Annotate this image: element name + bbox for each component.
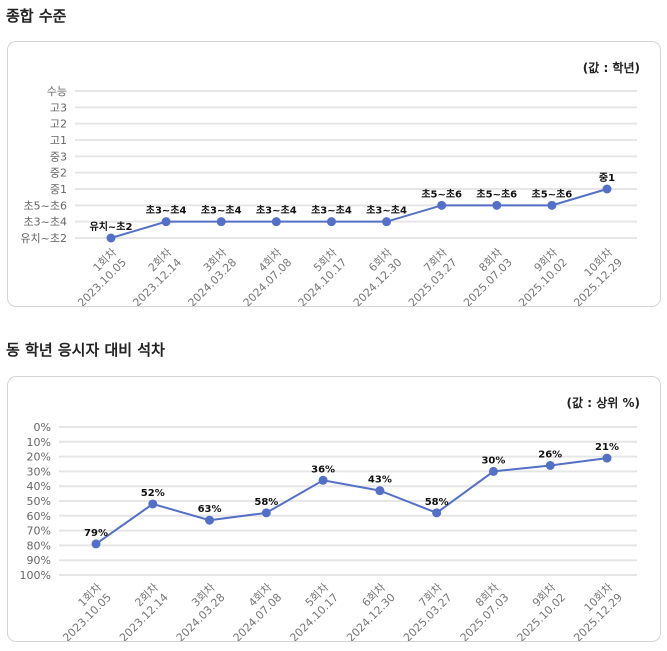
series-line bbox=[110, 188, 608, 239]
data-label: 58% bbox=[254, 497, 278, 508]
data-point bbox=[318, 475, 328, 485]
data-point bbox=[91, 539, 101, 549]
data-point bbox=[161, 217, 171, 227]
chart2-card: (값 : 상위 %) 0% 10% 20% 30% 40% 50% 60% 70% 80% 90%… bbox=[7, 376, 661, 642]
data-point bbox=[375, 486, 385, 496]
y-tick-label: 90% bbox=[27, 554, 51, 567]
data-label: 63% bbox=[198, 504, 222, 515]
y-tick-label: 50% bbox=[27, 495, 51, 508]
y-tick-label: 70% bbox=[27, 525, 51, 538]
data-label: 36% bbox=[311, 464, 335, 475]
data-label: 79% bbox=[84, 528, 108, 539]
y-tick-label: 10% bbox=[27, 436, 51, 449]
data-label: 30% bbox=[481, 455, 505, 466]
y-tick-label: 유치~초2 bbox=[20, 232, 67, 245]
series-line bbox=[95, 457, 608, 545]
y-tick-label: 60% bbox=[27, 510, 51, 523]
data-label: 43% bbox=[368, 475, 392, 486]
data-label: 초3~초4 bbox=[256, 204, 297, 217]
data-point bbox=[326, 217, 336, 227]
chart1-title: 종합 수준 bbox=[6, 7, 67, 25]
chart1-card: (값 : 학년) 유치~초2 초3~초4 초5~초6 중1 중2 중3 고1 고2 고3 수능 유치… bbox=[7, 41, 661, 307]
data-label: 유치~초2 bbox=[90, 220, 133, 233]
data-point bbox=[602, 453, 612, 463]
data-label: 초3~초4 bbox=[201, 204, 242, 217]
data-point bbox=[271, 217, 281, 227]
data-point bbox=[106, 233, 116, 243]
data-point bbox=[205, 515, 215, 525]
data-label: 초5~초6 bbox=[476, 187, 517, 200]
data-point bbox=[602, 184, 612, 194]
data-label: 58% bbox=[425, 497, 449, 508]
y-tick-label: 고3 bbox=[50, 101, 67, 114]
y-tick-label: 80% bbox=[27, 539, 51, 552]
chart2-title: 동 학년 응시자 대비 석차 bbox=[6, 341, 165, 359]
y-tick-label: 초5~초6 bbox=[24, 199, 67, 212]
data-label: 초3~초4 bbox=[366, 204, 407, 217]
data-point bbox=[432, 508, 442, 518]
chart1-unit-label: (값 : 학년) bbox=[582, 61, 640, 75]
y-tick-label: 40% bbox=[27, 480, 51, 493]
data-label: 52% bbox=[141, 488, 165, 499]
chart2-unit-label: (값 : 상위 %) bbox=[566, 396, 640, 410]
data-point bbox=[382, 217, 392, 227]
y-tick-label: 0% bbox=[34, 421, 51, 434]
data-point bbox=[492, 200, 502, 210]
data-label: 초5~초6 bbox=[421, 187, 462, 200]
data-point bbox=[488, 466, 498, 476]
data-label: 초3~초4 bbox=[311, 204, 352, 217]
data-label: 21% bbox=[595, 442, 619, 453]
y-tick-label: 중3 bbox=[50, 150, 67, 163]
data-label: 26% bbox=[538, 449, 562, 460]
y-tick-label: 30% bbox=[27, 465, 51, 478]
data-label: 중1 bbox=[599, 172, 615, 184]
y-tick-label: 20% bbox=[27, 451, 51, 464]
data-label: 초5~초6 bbox=[532, 187, 573, 200]
y-tick-label: 고1 bbox=[50, 134, 67, 147]
chart2-svg: 0%10%20%30%40%50%60%70%80%90%100%79%1회차2… bbox=[20, 421, 637, 641]
data-label: 초3~초4 bbox=[146, 204, 187, 217]
data-point bbox=[545, 460, 555, 470]
data-point bbox=[437, 200, 447, 210]
data-point bbox=[216, 217, 226, 227]
y-tick-label: 중2 bbox=[50, 167, 67, 180]
y-tick-label: 100% bbox=[20, 569, 51, 582]
y-tick-label: 고2 bbox=[50, 118, 67, 131]
data-point bbox=[261, 508, 271, 518]
y-tick-label: 수능 bbox=[47, 85, 67, 98]
y-tick-label: 초3~초4 bbox=[24, 216, 67, 229]
data-point bbox=[547, 200, 557, 210]
y-tick-label: 중1 bbox=[50, 183, 67, 196]
data-point bbox=[148, 499, 158, 509]
